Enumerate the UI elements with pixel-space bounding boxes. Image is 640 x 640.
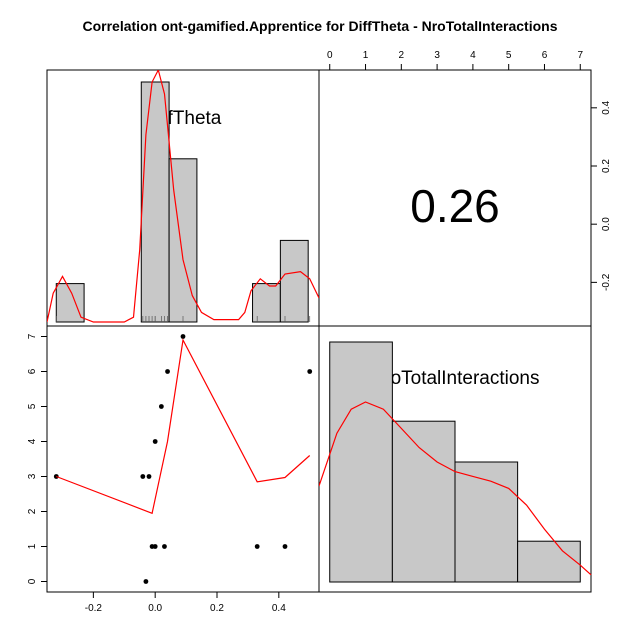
scatter-point — [180, 334, 186, 339]
scatter-point — [146, 474, 152, 479]
top-axis-tick-label: 2 — [399, 50, 405, 61]
right-axis-tick-label: 0.0 — [601, 217, 612, 231]
top-axis-tick-label: 5 — [506, 50, 512, 61]
panel-border — [318, 325, 592, 593]
marks — [47, 70, 592, 584]
top-axis-tick-label: 1 — [363, 50, 369, 61]
diff-theta-histogram-bar — [140, 81, 170, 323]
scatter-point — [53, 474, 59, 479]
scatter-point — [282, 544, 288, 549]
scatter-point — [254, 544, 260, 549]
x-axis-tick-label: 0.0 — [148, 603, 162, 614]
correlation-panel: 0.26 — [318, 69, 592, 327]
nro-density-line — [319, 401, 592, 576]
nro-histogram-bar — [454, 461, 519, 583]
scatter-panel — [46, 325, 320, 593]
right-axis-tick-label: -0.2 — [601, 273, 612, 291]
left-axis-tick-label: 5 — [27, 403, 38, 409]
scatter-point — [307, 369, 313, 374]
left-axis-tick-label: 3 — [27, 473, 38, 479]
scatter-smooth-line — [56, 338, 311, 515]
correlation-value: 0.26 — [410, 180, 500, 232]
axes: -0.2 0.0 0.2 0.4 0 1 2 3 4 5 6 7 0 1 2 3 4 5 6 7 0.4 0.2 0.0 -0… — [27, 50, 612, 614]
diff-theta-histogram-bar — [279, 239, 309, 323]
panel-border — [46, 325, 320, 593]
left-axis-tick-label: 1 — [27, 543, 38, 549]
nro-histogram-bar — [391, 420, 456, 583]
nro-total-interactions-label: NroTotalInteractions — [371, 368, 540, 389]
right-axis-tick-label: 0.4 — [601, 100, 612, 114]
left-axis-tick-label: 2 — [27, 508, 38, 514]
nro-histogram-bar — [517, 540, 581, 583]
top-axis-tick-label: 3 — [434, 50, 440, 61]
right-axis-tick-label: 0.2 — [601, 159, 612, 173]
diff-theta-density-line — [47, 70, 319, 323]
scatter-point — [152, 439, 158, 444]
scatter-point — [162, 544, 167, 549]
chart-title: Correlation ont-gamified.Apprentice for … — [83, 18, 558, 34]
left-axis-tick-label: 7 — [27, 333, 38, 339]
top-axis-tick-label: 4 — [470, 50, 476, 61]
scatter-point — [140, 474, 146, 479]
top-axis-tick-label: 7 — [577, 50, 583, 61]
left-axis-tick-label: 4 — [27, 438, 38, 444]
nro-histogram-bar — [329, 341, 393, 583]
top-axis-tick-label: 6 — [542, 50, 548, 61]
x-axis-tick-label: -0.2 — [85, 603, 103, 614]
scatter-point — [165, 369, 170, 374]
left-axis-tick-label: 6 — [27, 368, 38, 374]
scatter-point — [143, 579, 149, 584]
scatter-point — [158, 404, 164, 409]
left-axis-tick-label: 0 — [27, 578, 38, 584]
x-axis-tick-label: 0.2 — [210, 603, 224, 614]
nro-total-interactions-histogram-panel: NroTotalInteractions — [318, 325, 592, 593]
diff-theta-histogram-bar — [252, 283, 281, 323]
top-axis-tick-label: 0 — [327, 50, 333, 61]
x-axis-tick-label: 0.4 — [272, 603, 286, 614]
scatter-point — [152, 544, 158, 549]
